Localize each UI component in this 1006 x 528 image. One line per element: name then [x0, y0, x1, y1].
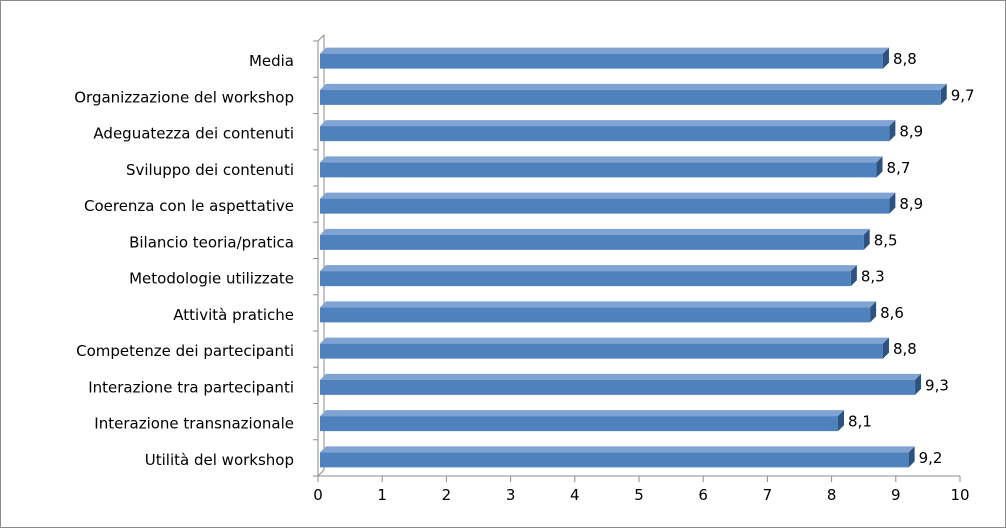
- category-label: Attività pratiche: [173, 306, 294, 324]
- value-label: 8,5: [874, 231, 898, 249]
- bar: [320, 265, 857, 287]
- x-tick-label: 1: [377, 486, 387, 504]
- x-tick-label: 5: [634, 486, 644, 504]
- value-label: 8,1: [848, 413, 872, 431]
- value-label: 8,8: [893, 50, 917, 68]
- bar-end-face: [850, 265, 857, 287]
- x-tick-label: 6: [698, 486, 708, 504]
- bar-end-face: [876, 156, 883, 178]
- bar-end-face: [863, 228, 870, 250]
- bar: [320, 228, 870, 250]
- category-label: Utilità del workshop: [145, 451, 294, 469]
- bar-top-face: [320, 301, 877, 308]
- x-tick-label: 10: [950, 486, 969, 504]
- bar: [320, 120, 896, 142]
- bar-top-face: [320, 373, 922, 380]
- bar-top-face: [320, 120, 896, 127]
- bar: [320, 446, 915, 468]
- category-label: Bilancio teoria/pratica: [129, 233, 294, 251]
- category-label: Organizzazione del workshop: [74, 88, 294, 106]
- category-label: Interazione transnazionale: [94, 415, 294, 433]
- bar-front-face: [320, 234, 864, 250]
- bar: [320, 192, 896, 214]
- value-label: 8,9: [899, 123, 923, 141]
- bar-front-face: [320, 307, 871, 323]
- value-label: 8,7: [887, 159, 911, 177]
- bar-front-face: [320, 416, 839, 432]
- bar-front-face: [320, 452, 909, 468]
- bars: [320, 47, 947, 468]
- x-tick-label: 9: [891, 486, 901, 504]
- bar-front-face: [320, 271, 851, 287]
- bar-top-face: [320, 228, 870, 235]
- category-label: Media: [249, 52, 294, 70]
- value-label: 9,3: [925, 376, 949, 394]
- category-label: Metodologie utilizzate: [129, 270, 294, 288]
- bar-end-face: [940, 83, 947, 105]
- bar-top-face: [320, 83, 947, 90]
- value-label: 8,6: [880, 304, 904, 322]
- bar-top-face: [320, 192, 896, 199]
- bar-front-face: [320, 343, 883, 359]
- value-label: 8,3: [861, 268, 885, 286]
- bar-top-face: [320, 156, 883, 163]
- x-tick-label: 3: [506, 486, 516, 504]
- bar-front-face: [320, 379, 916, 395]
- bar: [320, 410, 845, 432]
- x-tick-label: 4: [570, 486, 580, 504]
- bar-front-face: [320, 162, 877, 178]
- bar-front-face: [320, 198, 890, 214]
- x-tick-label: 2: [442, 486, 452, 504]
- bar-end-face: [882, 337, 889, 359]
- bar-end-face: [889, 192, 896, 214]
- bar-top-face: [320, 47, 889, 54]
- bar-top-face: [320, 410, 845, 417]
- x-tick-label: 0: [313, 486, 323, 504]
- value-label: 9,2: [919, 449, 943, 467]
- bar: [320, 301, 877, 323]
- bar-top-face: [320, 337, 889, 344]
- bar-top-face: [320, 446, 915, 453]
- category-label: Sviluppo dei contenuti: [126, 161, 294, 179]
- category-label: Competenze dei partecipanti: [76, 342, 294, 360]
- x-tick-label: 7: [763, 486, 773, 504]
- category-label: Interazione tra partecipanti: [88, 378, 294, 396]
- value-label: 8,9: [899, 195, 923, 213]
- bar-end-face: [870, 301, 877, 323]
- value-label: 8,8: [893, 340, 917, 358]
- bar-front-face: [320, 53, 883, 69]
- x-tick-label: 8: [827, 486, 837, 504]
- bar-front-face: [320, 89, 941, 105]
- bar: [320, 47, 889, 69]
- value-label: 9,7: [951, 86, 975, 104]
- category-label: Adeguatezza dei contenuti: [93, 125, 294, 143]
- bar-front-face: [320, 126, 890, 142]
- axes: [313, 34, 961, 482]
- bar-end-face: [908, 446, 915, 468]
- bar: [320, 373, 922, 395]
- bar-top-face: [320, 265, 857, 272]
- bar-end-face: [915, 373, 922, 395]
- bar-end-face: [889, 120, 896, 142]
- bar: [320, 156, 883, 178]
- bar: [320, 83, 947, 105]
- bar: [320, 337, 889, 359]
- labels: 0 1 2 3 4 5 6 7 8 9 10 Media 8,8 Organizzazione del w…: [74, 50, 974, 504]
- bar-end-face: [882, 47, 889, 69]
- category-label: Coerenza con le aspettative: [84, 197, 294, 215]
- bar-end-face: [838, 410, 845, 432]
